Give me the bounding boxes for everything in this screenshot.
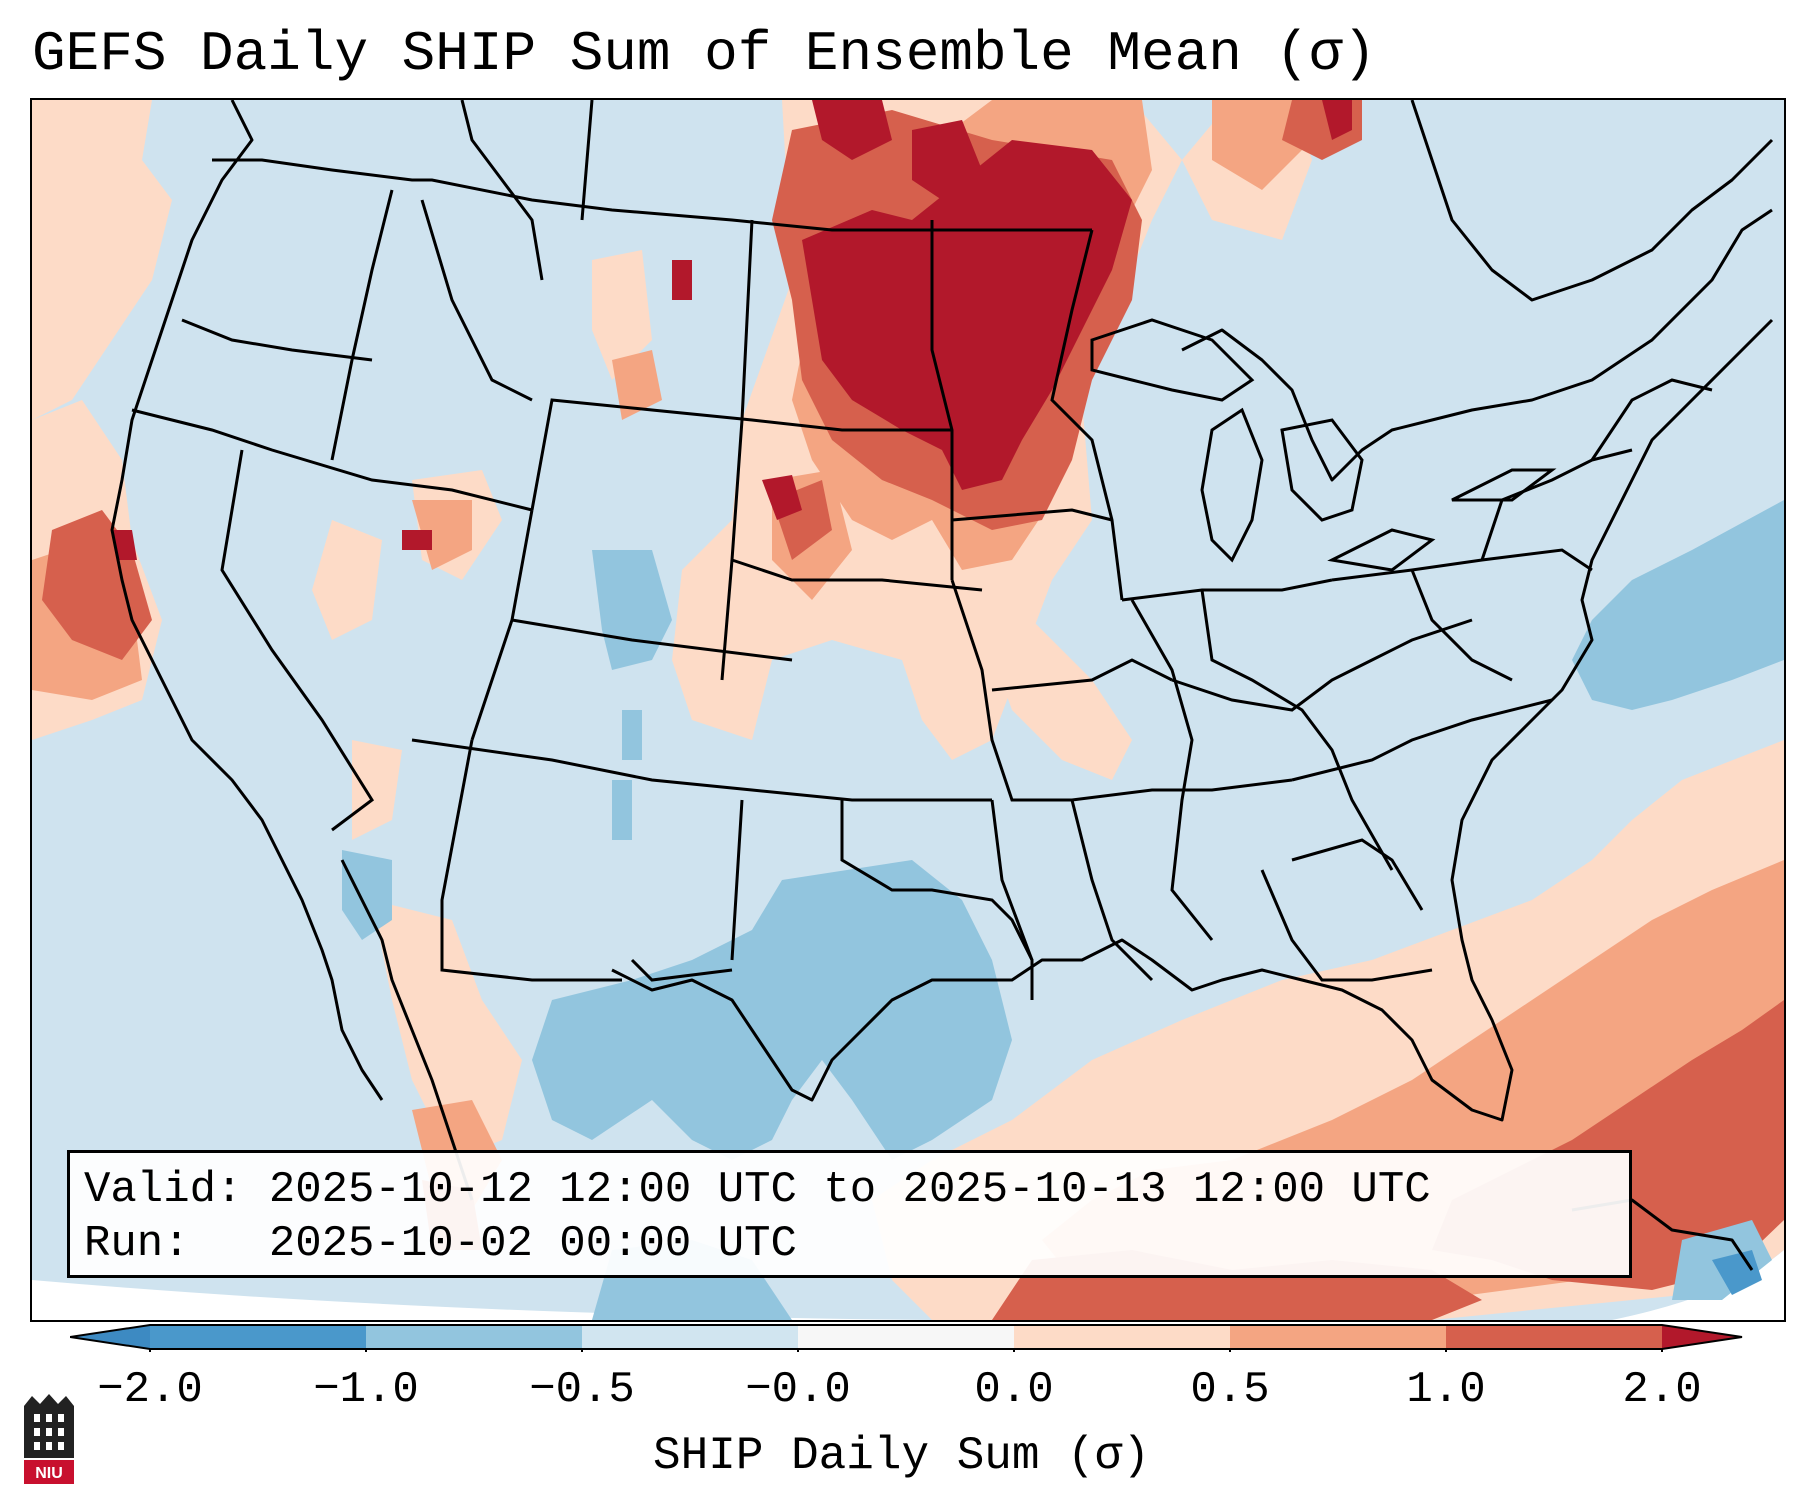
colorbar-tick-label: −0.5 [529,1365,635,1415]
valid-time-value: 2025-10-12 12:00 UTC to 2025-10-13 12:00… [268,1165,1431,1215]
colorbar-tick-label: 0.5 [1190,1365,1270,1415]
colorbar-bin [366,1325,582,1349]
colorbar-bin [798,1325,1014,1349]
colorbar-label: SHIP Daily Sum (σ) [653,1430,1150,1482]
colorbar-bin [1446,1325,1662,1349]
colorbar-ticks [149,1349,1663,1352]
logo-badge [24,1460,74,1484]
colorbar-bin [1014,1325,1230,1349]
map-svg [32,100,1784,1320]
colorbar-extend-low [70,1325,150,1349]
great-lakes [1090,318,1557,572]
anomaly-mid-blue [1712,1250,1762,1295]
colorbar-tick-label: −0.0 [745,1365,851,1415]
valid-time-line: Valid: 2025-10-12 12:00 UTC to 2025-10-1… [84,1163,1615,1217]
logo-text: NIU [35,1465,63,1482]
colorbar-tick-label: −2.0 [97,1365,203,1415]
map-title: GEFS Daily SHIP Sum of Ensemble Mean (σ) [32,22,1377,86]
run-time-value: 2025-10-02 00:00 UTC [268,1219,797,1269]
valid-run-info-box: Valid: 2025-10-12 12:00 UTC to 2025-10-1… [67,1150,1632,1278]
colorbar-tick-label: 1.0 [1406,1365,1486,1415]
colorbar-bin [582,1325,798,1349]
colorbar-extend-high [1662,1325,1742,1349]
colorbar-tick-label: 2.0 [1622,1365,1702,1415]
projection-edge [32,1280,932,1320]
projection-edge [1612,1250,1784,1320]
colorbar-tick-label: −1.0 [313,1365,419,1415]
coastlines [110,100,1774,1271]
colorbar-bin [150,1325,366,1349]
map-panel [30,98,1786,1322]
run-time-line: Run: 2025-10-02 00:00 UTC [84,1217,1615,1271]
run-label: Run: [84,1219,190,1269]
colorbar-bin [1230,1325,1446,1349]
niu-logo: NIU [24,1394,74,1484]
colorbar-tick-label: 0.0 [974,1365,1054,1415]
colorbar [70,1324,1743,1352]
anomaly-dark-red [112,100,1352,560]
state-borders [131,100,1713,1000]
valid-label: Valid: [84,1165,243,1215]
